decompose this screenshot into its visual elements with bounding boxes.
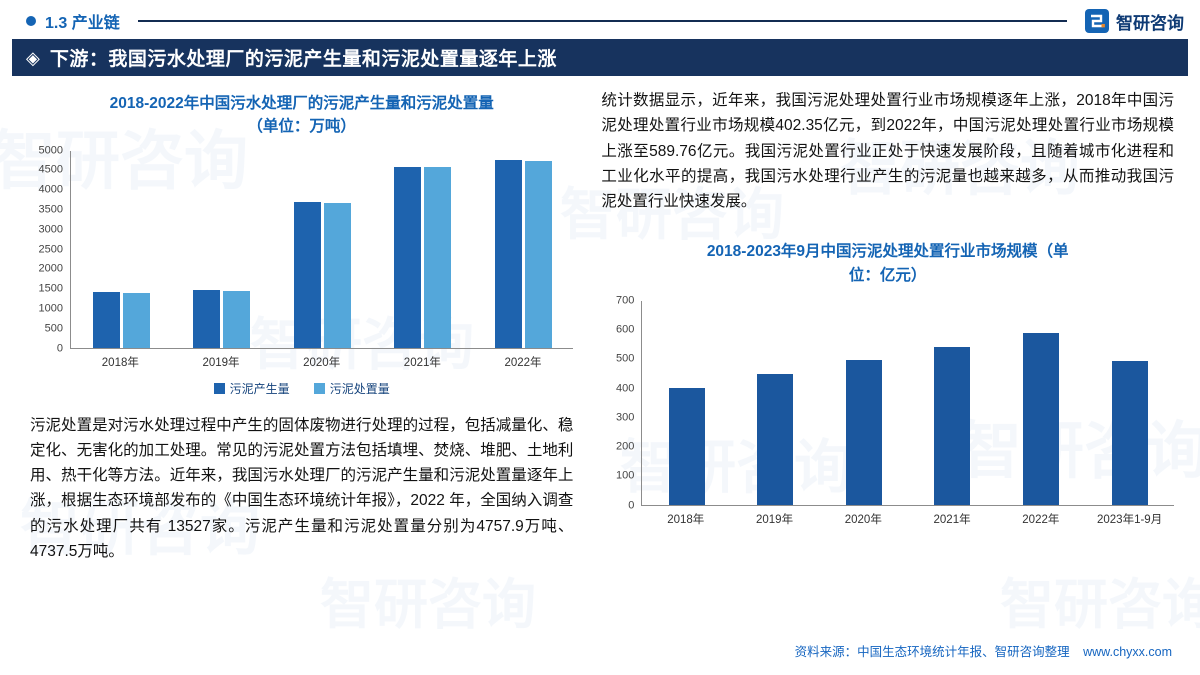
bar-group bbox=[494, 151, 552, 348]
x-axis-label: 2018年 bbox=[101, 356, 139, 369]
y-axis-label: 3500 bbox=[38, 203, 63, 216]
diamond-icon: ◈ bbox=[26, 47, 40, 68]
y-axis-label: 0 bbox=[56, 342, 63, 354]
bar bbox=[845, 359, 882, 505]
right-chart-title: 2018-2023年9月中国污泥处理处置行业市场规模（单位：亿元） bbox=[706, 243, 1069, 284]
x-axis-label: 2018年 bbox=[667, 513, 705, 526]
bar bbox=[293, 202, 321, 348]
sludge-volume-chart: 0 500 1000 1500 2000 2500 3000 3500 4000 4500 5000… bbox=[30, 145, 574, 397]
y-axis-label: 4000 bbox=[38, 183, 63, 196]
x-axis-label: 2020年 bbox=[844, 513, 882, 526]
legend-item: 污泥产生量 bbox=[213, 380, 290, 397]
y-axis-label: 600 bbox=[616, 323, 635, 336]
legend-item: 污泥处置量 bbox=[313, 380, 390, 397]
y-axis: 0 100 200 300 400 500 600 700 bbox=[601, 295, 641, 511]
x-axis-label: 2022年 bbox=[504, 356, 542, 369]
bar-group bbox=[1111, 301, 1148, 505]
plot-area bbox=[70, 150, 574, 349]
y-axis-label: 5000 bbox=[38, 144, 63, 156]
x-axis-label: 2021年 bbox=[403, 356, 441, 369]
page-header: 1.3 产业链 智研咨询 bbox=[0, 0, 1200, 36]
main-content: 2018-2022年中国污水处理厂的污泥产生量和污泥处置量（单位：万吨） 0 50… bbox=[0, 76, 1200, 672]
bar-group bbox=[934, 301, 971, 505]
bar bbox=[668, 387, 705, 505]
bar bbox=[424, 167, 452, 348]
x-axis-label: 2019年 bbox=[202, 356, 240, 369]
source-website-link[interactable]: www.chyxx.com bbox=[1083, 645, 1172, 659]
brand-logo-icon bbox=[1085, 9, 1109, 33]
bar-group bbox=[1023, 301, 1060, 505]
bar-group bbox=[92, 151, 150, 348]
y-axis: 0 500 1000 1500 2000 2500 3000 3500 4000 4500 5000 bbox=[30, 145, 70, 354]
x-axis-label: 2022年 bbox=[1022, 513, 1060, 526]
y-axis-label: 2000 bbox=[38, 262, 63, 275]
header-divider bbox=[137, 20, 1067, 22]
x-axis-label: 2023年1-9月 bbox=[1096, 513, 1163, 526]
section-title: 1.3 产业链 bbox=[45, 15, 120, 32]
bar bbox=[122, 293, 150, 348]
y-axis-label: 300 bbox=[616, 411, 635, 424]
brand-logo: 智研咨询 bbox=[1085, 9, 1184, 34]
y-axis-label: 100 bbox=[616, 469, 635, 482]
legend-swatch-icon bbox=[313, 382, 325, 394]
bar bbox=[934, 347, 971, 505]
y-axis-label: 4500 bbox=[38, 163, 63, 176]
x-axis-label: 2019年 bbox=[755, 513, 794, 526]
y-axis-label: 3000 bbox=[38, 223, 63, 236]
source-text: 资料来源：中国生态环境统计年报、智研咨询整理 bbox=[794, 645, 1070, 659]
bar bbox=[394, 166, 422, 348]
bar bbox=[757, 374, 794, 505]
brand-logo-text: 智研咨询 bbox=[1116, 13, 1184, 33]
x-axis: 2018年 2019年 2020年 2021年 2022年 bbox=[70, 354, 573, 370]
section-banner: ◈ 下游：我国污水处理厂的污泥产生量和污泥处置量逐年上涨 bbox=[12, 39, 1188, 76]
y-axis-label: 200 bbox=[616, 440, 635, 453]
market-size-chart: 0 100 200 300 400 500 600 700 2018年 2019年 2020年 202… bbox=[601, 295, 1174, 527]
bar bbox=[494, 160, 522, 348]
bar-group bbox=[394, 151, 452, 348]
left-column: 2018-2022年中国污水处理厂的污泥产生量和污泥处置量（单位：万吨） 0 50… bbox=[30, 88, 574, 672]
y-axis-label: 400 bbox=[616, 382, 635, 395]
bar-group bbox=[845, 301, 882, 505]
y-axis-label: 1000 bbox=[38, 302, 63, 315]
y-axis-label: 2500 bbox=[38, 243, 63, 255]
right-paragraph: 统计数据显示，近年来，我国污泥处理处置行业市场规模逐年上涨，2018年中国污泥处… bbox=[601, 92, 1174, 210]
bar-group bbox=[193, 151, 251, 348]
bar bbox=[1023, 332, 1060, 505]
plot-area bbox=[641, 300, 1174, 506]
bar-group bbox=[293, 151, 351, 348]
legend-swatch-icon bbox=[213, 382, 225, 394]
source-line: 资料来源：中国生态环境统计年报、智研咨询整理 www.chyxx.com bbox=[601, 633, 1174, 672]
left-paragraph: 污泥处置是对污水处理过程中产生的固体废物进行处理的过程，包括减量化、稳定化、无害… bbox=[30, 416, 574, 560]
legend-label: 污泥处置量 bbox=[329, 381, 390, 396]
x-axis: 2018年 2019年 2020年 2021年 2022年 2023年1-9月 bbox=[641, 511, 1174, 527]
x-axis-label: 2020年 bbox=[303, 356, 341, 369]
x-axis-label: 2021年 bbox=[933, 513, 971, 526]
y-axis-label: 500 bbox=[44, 322, 63, 335]
bar bbox=[524, 160, 552, 348]
bullet-dot-icon bbox=[26, 16, 36, 26]
bar bbox=[223, 290, 251, 348]
bar-group bbox=[668, 301, 705, 505]
banner-title: 下游：我国污水处理厂的污泥产生量和污泥处置量逐年上涨 bbox=[49, 49, 557, 70]
bar-group bbox=[757, 301, 794, 505]
left-chart-title: 2018-2022年中国污水处理厂的污泥产生量和污泥处置量（单位：万吨） bbox=[109, 95, 494, 136]
legend-label: 污泥产生量 bbox=[229, 381, 290, 396]
right-column: 统计数据显示，近年来，我国污泥处理处置行业市场规模逐年上涨，2018年中国污泥处… bbox=[601, 88, 1174, 672]
chart-legend: 污泥产生量 污泥处置量 bbox=[30, 380, 573, 397]
y-axis-label: 0 bbox=[628, 499, 635, 512]
y-axis-label: 700 bbox=[616, 294, 635, 307]
bar bbox=[92, 292, 120, 348]
y-axis-label: 500 bbox=[616, 352, 635, 365]
y-axis-label: 1500 bbox=[38, 282, 63, 295]
bar bbox=[323, 202, 351, 348]
bar bbox=[193, 289, 221, 348]
bar bbox=[1111, 361, 1148, 505]
